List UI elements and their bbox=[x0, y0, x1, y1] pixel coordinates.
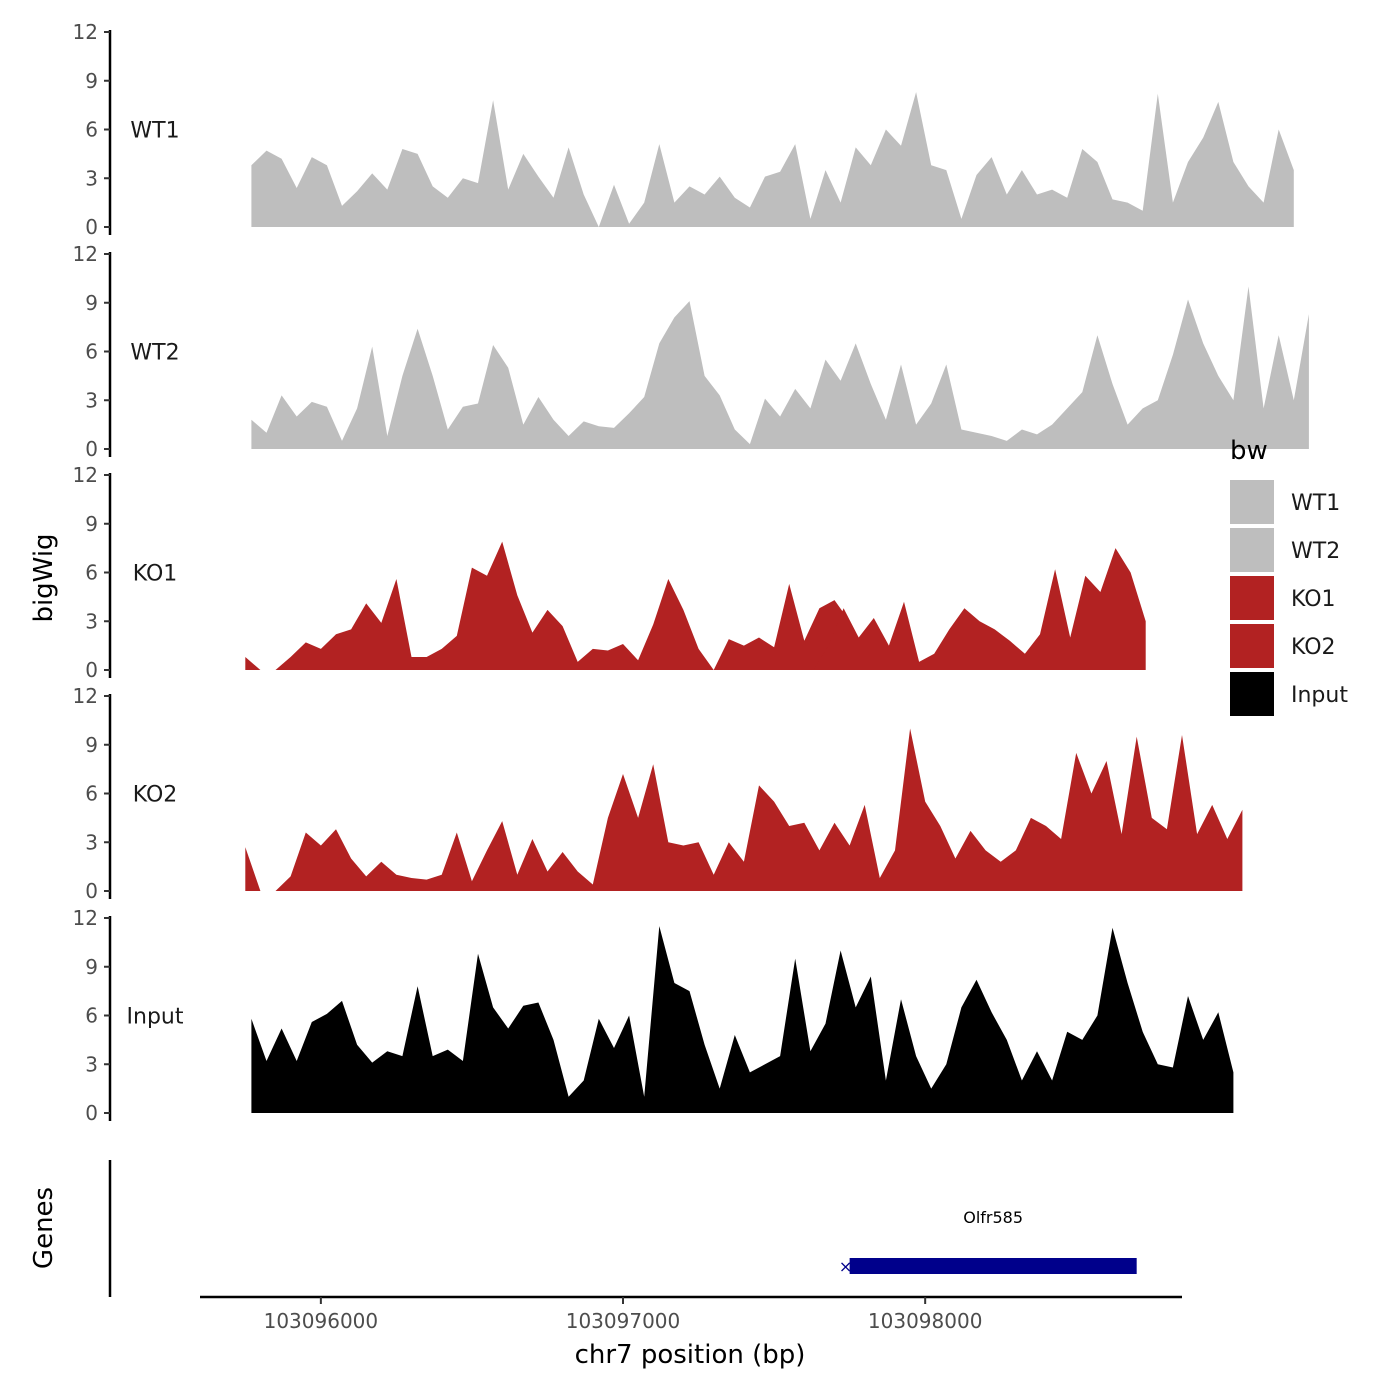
y-tick-label: 9 bbox=[85, 69, 98, 93]
track-label-wt1: WT1 bbox=[130, 119, 179, 144]
track-label-ko2: KO2 bbox=[133, 783, 178, 808]
y-tick-label: 12 bbox=[73, 906, 98, 930]
track-label-ko1: KO1 bbox=[133, 562, 178, 587]
y-tick-label: 3 bbox=[85, 388, 98, 412]
legend-swatch-wt2 bbox=[1230, 528, 1274, 572]
legend-swatch-ko2 bbox=[1230, 624, 1274, 668]
area-wt2-segment-0 bbox=[251, 286, 1309, 449]
tracks-group: 0 3 6 9 12 WT1 0 3 6 9 12 WT2 0 3 6 9 12 KO1 0 3 6 9 12 KO2 0 3 6 9… bbox=[73, 20, 1309, 1125]
genes-panel: Olfr585 × bbox=[108, 1160, 1137, 1297]
track-ko1: 0 3 6 9 12 KO1 bbox=[73, 463, 1146, 682]
area-input-segment-0 bbox=[251, 926, 1234, 1113]
x-tick-label: 103097000 bbox=[566, 1309, 681, 1333]
y-tick-label: 12 bbox=[73, 20, 98, 44]
y-tick-label: 6 bbox=[85, 782, 98, 806]
y-tick-label: 0 bbox=[85, 879, 98, 903]
y-tick-label: 3 bbox=[85, 1052, 98, 1076]
legend-label-wt2: WT2 bbox=[1291, 539, 1340, 564]
y-tick-label: 0 bbox=[85, 1101, 98, 1125]
area-ko2-segment-0 bbox=[245, 847, 261, 891]
area-ko2-segment-1 bbox=[275, 728, 1243, 891]
area-ko1-segment-2 bbox=[813, 548, 1146, 670]
track-input: 0 3 6 9 12 Input bbox=[73, 906, 1234, 1125]
track-wt2: 0 3 6 9 12 WT2 bbox=[73, 242, 1309, 461]
y-tick-label: 9 bbox=[85, 955, 98, 979]
track-label-input: Input bbox=[127, 1005, 184, 1030]
y-tick-label: 9 bbox=[85, 733, 98, 757]
track-ko2: 0 3 6 9 12 KO2 bbox=[73, 684, 1243, 903]
y-tick-label: 6 bbox=[85, 1004, 98, 1028]
area-ko1-segment-0 bbox=[245, 657, 261, 670]
y-tick-label: 6 bbox=[85, 340, 98, 364]
area-wt1-segment-0 bbox=[251, 92, 1294, 227]
x-tick-label: 103098000 bbox=[868, 1309, 983, 1333]
legend-swatch-wt1 bbox=[1230, 480, 1274, 524]
y-tick-label: 9 bbox=[85, 512, 98, 536]
y-tick-label: 12 bbox=[73, 463, 98, 487]
y-tick-label: 3 bbox=[85, 830, 98, 854]
y-tick-label: 12 bbox=[73, 242, 98, 266]
y-tick-label: 12 bbox=[73, 684, 98, 708]
legend-label-wt1: WT1 bbox=[1291, 491, 1340, 516]
legend-title: bw bbox=[1230, 436, 1268, 466]
legend-swatch-input bbox=[1230, 672, 1274, 716]
legend-label-ko2: KO2 bbox=[1291, 635, 1336, 660]
x-axis-title: chr7 position (bp) bbox=[575, 1340, 806, 1370]
legend-swatch-ko1 bbox=[1230, 576, 1274, 620]
gene-label-olfr585: Olfr585 bbox=[963, 1208, 1023, 1227]
track-label-wt2: WT2 bbox=[130, 341, 179, 366]
y-tick-label: 0 bbox=[85, 215, 98, 239]
area-ko1-segment-1 bbox=[275, 541, 880, 670]
y-tick-label: 0 bbox=[85, 437, 98, 461]
genes-axis-title: Genes bbox=[29, 1187, 59, 1269]
y-tick-label: 0 bbox=[85, 658, 98, 682]
y-axis-title: bigWig bbox=[29, 533, 59, 622]
gene-start-marker-icon: × bbox=[839, 1257, 852, 1276]
legend-label-input: Input bbox=[1291, 683, 1348, 708]
y-tick-label: 6 bbox=[85, 561, 98, 585]
x-tick-label: 103096000 bbox=[264, 1309, 379, 1333]
y-tick-label: 3 bbox=[85, 166, 98, 190]
track-wt1: 0 3 6 9 12 WT1 bbox=[73, 20, 1294, 239]
y-tick-label: 9 bbox=[85, 291, 98, 315]
legend: bw WT1 WT2 KO1 KO2 Input bbox=[1230, 436, 1348, 716]
y-tick-label: 6 bbox=[85, 118, 98, 142]
y-tick-label: 3 bbox=[85, 609, 98, 633]
x-axis: 103096000 103097000 103098000 bbox=[200, 1295, 1182, 1333]
gene-body-olfr585 bbox=[849, 1258, 1137, 1274]
legend-label-ko1: KO1 bbox=[1291, 587, 1336, 612]
